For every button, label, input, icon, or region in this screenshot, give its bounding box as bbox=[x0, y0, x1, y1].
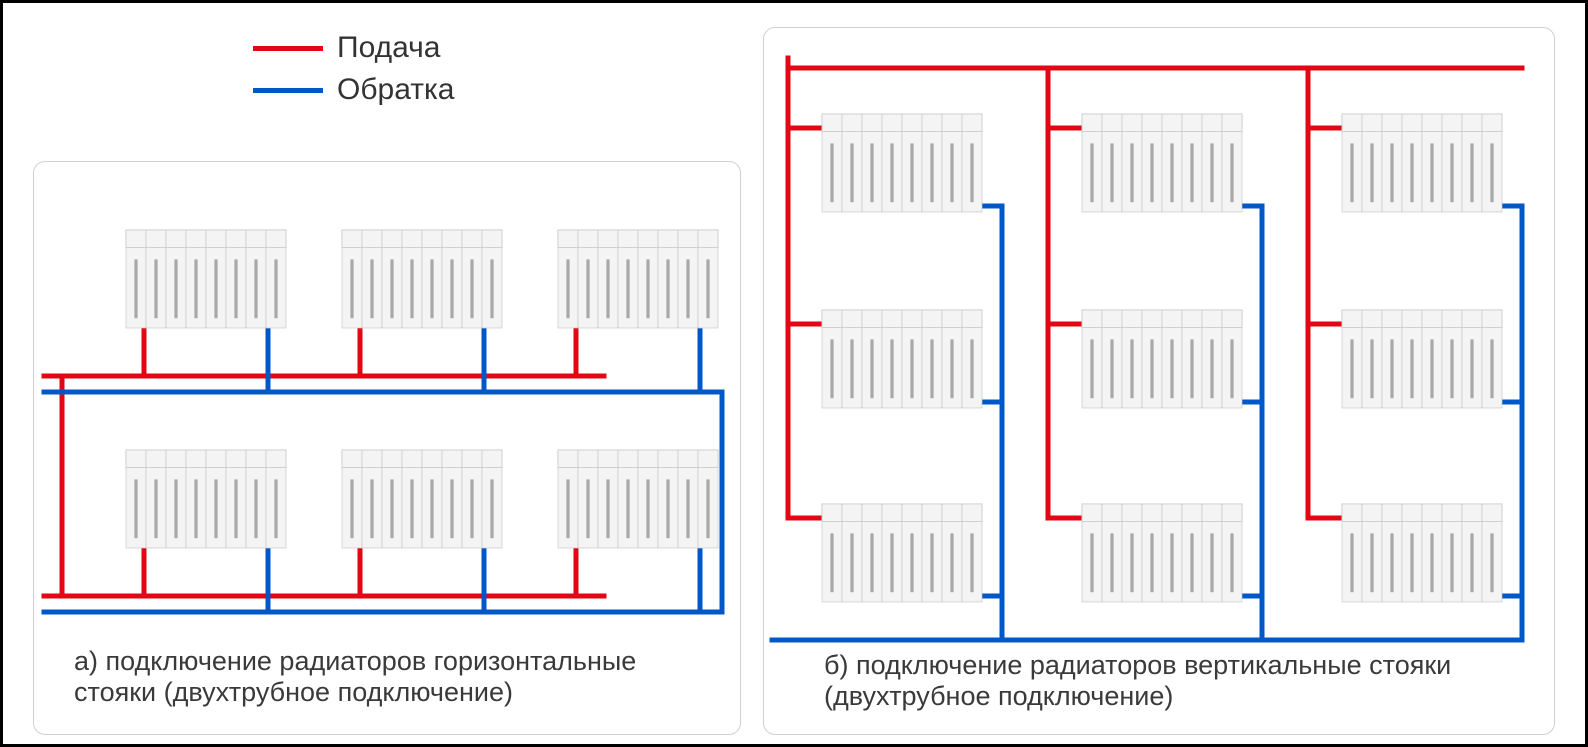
legend-label-supply: Подача bbox=[337, 31, 440, 65]
radiator bbox=[822, 504, 982, 602]
legend: Подача Обратка bbox=[253, 31, 454, 115]
radiator bbox=[126, 230, 286, 328]
legend-swatch-return bbox=[253, 88, 323, 93]
radiator bbox=[1082, 504, 1242, 602]
panel-vertical: б) подключение радиаторов вертикальные с… bbox=[763, 27, 1555, 735]
legend-swatch-supply bbox=[253, 46, 323, 51]
radiator bbox=[342, 230, 502, 328]
radiator bbox=[1342, 114, 1502, 212]
radiator bbox=[342, 450, 502, 548]
radiator bbox=[822, 310, 982, 408]
diagram-vertical bbox=[764, 28, 1556, 736]
radiator bbox=[1082, 310, 1242, 408]
radiator bbox=[558, 230, 718, 328]
caption-b: б) подключение радиаторов вертикальные с… bbox=[824, 650, 1516, 712]
radiator bbox=[1342, 504, 1502, 602]
caption-a: а) подключение радиаторов горизонтальные… bbox=[74, 646, 722, 708]
panel-horizontal: а) подключение радиаторов горизонтальные… bbox=[33, 161, 741, 735]
legend-row-supply: Подача bbox=[253, 31, 454, 65]
radiator bbox=[822, 114, 982, 212]
radiator bbox=[558, 450, 718, 548]
legend-row-return: Обратка bbox=[253, 73, 454, 107]
radiator bbox=[126, 450, 286, 548]
radiator bbox=[1082, 114, 1242, 212]
radiator bbox=[1342, 310, 1502, 408]
legend-label-return: Обратка bbox=[337, 73, 454, 107]
